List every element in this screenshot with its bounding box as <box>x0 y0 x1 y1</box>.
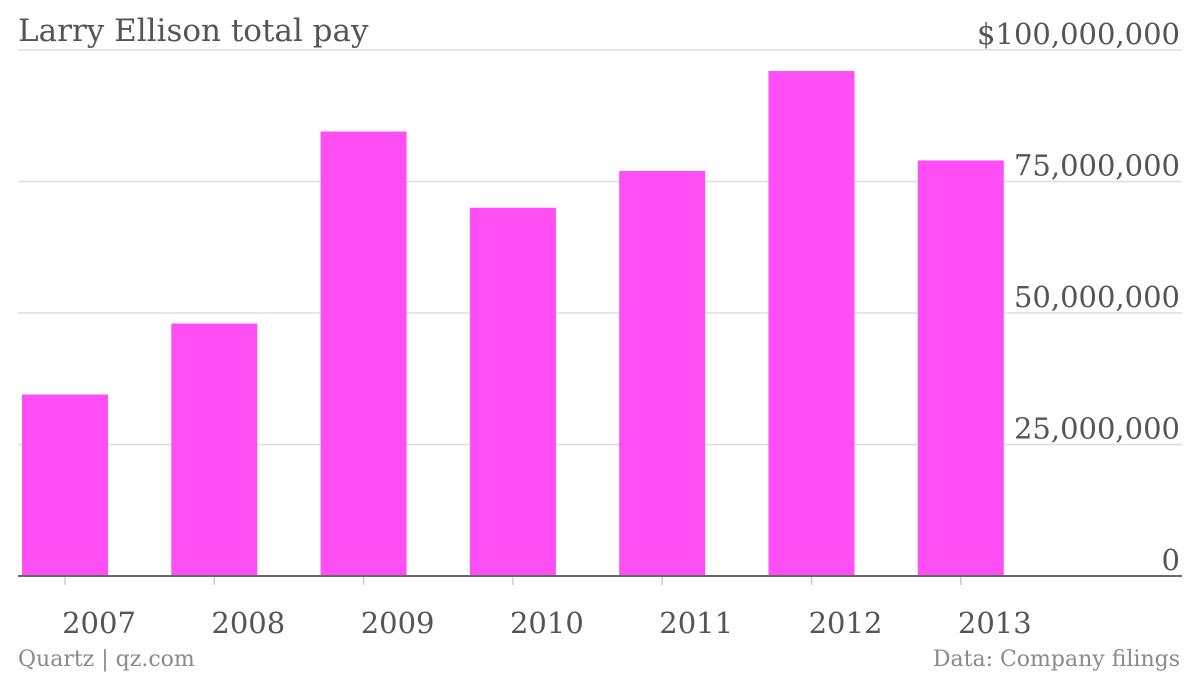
x-tick-label: 2012 <box>809 606 883 640</box>
x-tick-label: 2010 <box>510 606 584 640</box>
x-tick-label: 2008 <box>211 606 285 640</box>
bar-2007 <box>22 394 108 576</box>
y-axis-tick-labels: 0 25,000,000 50,000,000 75,000,000 $100,000,… <box>977 17 1180 577</box>
bar-2012 <box>768 71 855 576</box>
y-tick-label: $100,000,000 <box>977 17 1180 51</box>
x-axis <box>18 575 1182 585</box>
data-source-note: Data: Company filings <box>932 647 1180 672</box>
bars <box>22 71 1004 577</box>
y-tick-label: 75,000,000 <box>1014 149 1180 183</box>
bar-2008 <box>171 323 258 576</box>
bar-2013 <box>917 160 1004 576</box>
bar-2010 <box>469 207 556 577</box>
x-tick-label: 2007 <box>62 606 136 640</box>
y-tick-label: 25,000,000 <box>1014 412 1180 446</box>
chart-title: Larry Ellison total pay <box>18 13 369 49</box>
bar-2011 <box>619 170 706 577</box>
y-tick-label: 0 <box>1162 543 1180 577</box>
x-tick-label: 2011 <box>659 606 733 640</box>
source-credit: Quartz | qz.com <box>18 647 195 672</box>
x-tick-label: 2013 <box>958 606 1032 640</box>
x-tick-label: 2009 <box>361 606 435 640</box>
bar-2009 <box>320 131 407 576</box>
x-axis-tick-labels: 2007 2008 2009 2010 2011 2012 2013 <box>62 606 1032 640</box>
y-tick-label: 50,000,000 <box>1014 280 1180 314</box>
